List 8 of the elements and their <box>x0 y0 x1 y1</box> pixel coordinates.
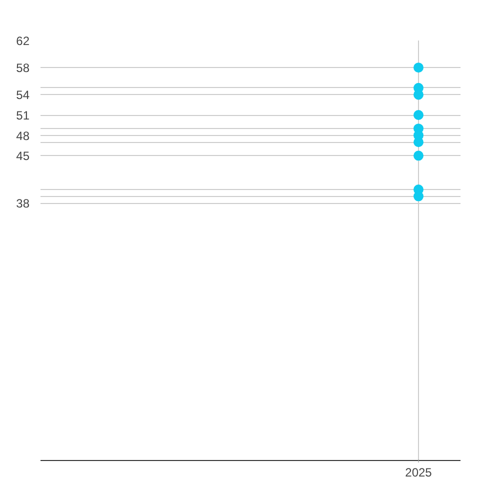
y-tick-label: 54 <box>16 88 30 102</box>
y-tick-label: 58 <box>16 61 30 76</box>
y-tick-label: 48 <box>16 128 30 143</box>
y-tick-label: 51 <box>16 108 30 123</box>
y-tick-label: 45 <box>16 149 30 164</box>
y-tick-label: 62 <box>16 34 30 48</box>
y-tick-label: 38 <box>16 196 30 211</box>
x-tick-label: 2025 <box>405 466 432 480</box>
